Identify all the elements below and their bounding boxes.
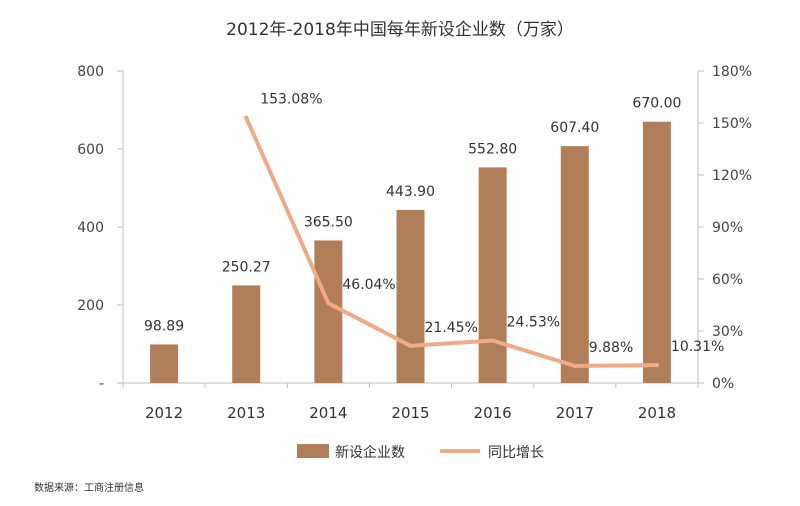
bar-value-label: 443.90	[386, 184, 435, 200]
line-point	[326, 301, 331, 306]
line-point	[572, 363, 577, 368]
bar	[150, 344, 179, 383]
bar-value-label: 670.00	[632, 96, 681, 112]
bar	[478, 167, 507, 383]
bar-value-label: 250.27	[222, 259, 271, 275]
y-left-tick-label: 400	[77, 220, 104, 236]
bar-value-label: 98.89	[144, 318, 184, 334]
x-tick-label: 2014	[309, 404, 347, 422]
legend: 新设企业数 同比增长	[297, 444, 544, 461]
line-point	[654, 363, 659, 368]
bar-series	[150, 121, 671, 383]
source-note: 数据来源：工商注册信息	[34, 481, 144, 494]
line-value-label: 9.88%	[589, 340, 633, 356]
bar	[396, 209, 425, 383]
y-left-tick-label: -	[99, 376, 104, 392]
line-point	[408, 343, 413, 348]
bar-value-label: 607.40	[550, 120, 599, 136]
line-value-label: 24.53%	[507, 314, 560, 330]
y-right-tick-label: 0%	[712, 376, 734, 392]
y-right-tick-label: 60%	[712, 272, 743, 288]
axes: - 200 400 600 800 0% 30% 60% 90% 120% 150% 180% 2012…	[77, 64, 752, 422]
y-left-tick-label: 600	[77, 142, 104, 158]
line-point	[244, 115, 249, 120]
y-right-tick-label: 120%	[712, 168, 752, 184]
line-series	[244, 115, 659, 368]
line-value-label: 46.04%	[342, 277, 395, 293]
y-left-tick-label: 800	[77, 64, 104, 80]
bar	[232, 285, 261, 383]
legend-bar-label: 新设企业数	[335, 444, 405, 461]
x-tick-label: 2013	[227, 404, 265, 422]
y-right-tick-label: 90%	[712, 220, 743, 236]
bar	[642, 121, 671, 383]
x-tick-label: 2018	[638, 404, 676, 422]
y-right-tick-label: 150%	[712, 116, 752, 132]
bar-value-label: 552.80	[468, 141, 517, 157]
y-left-tick-label: 200	[77, 298, 104, 314]
x-tick-label: 2016	[474, 404, 512, 422]
line-value-label: 153.08%	[260, 92, 322, 108]
line-value-label: 10.31%	[671, 339, 724, 355]
bar	[560, 146, 589, 383]
bar-value-label: 365.50	[304, 214, 353, 230]
line-point	[490, 338, 495, 343]
legend-bar-swatch	[297, 444, 329, 458]
y-right-tick-label: 30%	[712, 324, 743, 340]
chart-title: 2012年-2018年中国每年新设企业数（万家）	[226, 20, 574, 40]
bar	[314, 240, 343, 383]
data-labels: 98.89 250.27 365.50 443.90 552.80 607.40 670.0…	[144, 92, 724, 356]
x-tick-label: 2015	[391, 404, 429, 422]
y-right-tick-label: 180%	[712, 64, 752, 80]
line-value-label: 21.45%	[425, 320, 478, 336]
legend-line-label: 同比增长	[488, 445, 544, 461]
x-tick-label: 2012	[145, 404, 183, 422]
x-tick-label: 2017	[556, 404, 594, 422]
growth-line	[244, 115, 659, 368]
